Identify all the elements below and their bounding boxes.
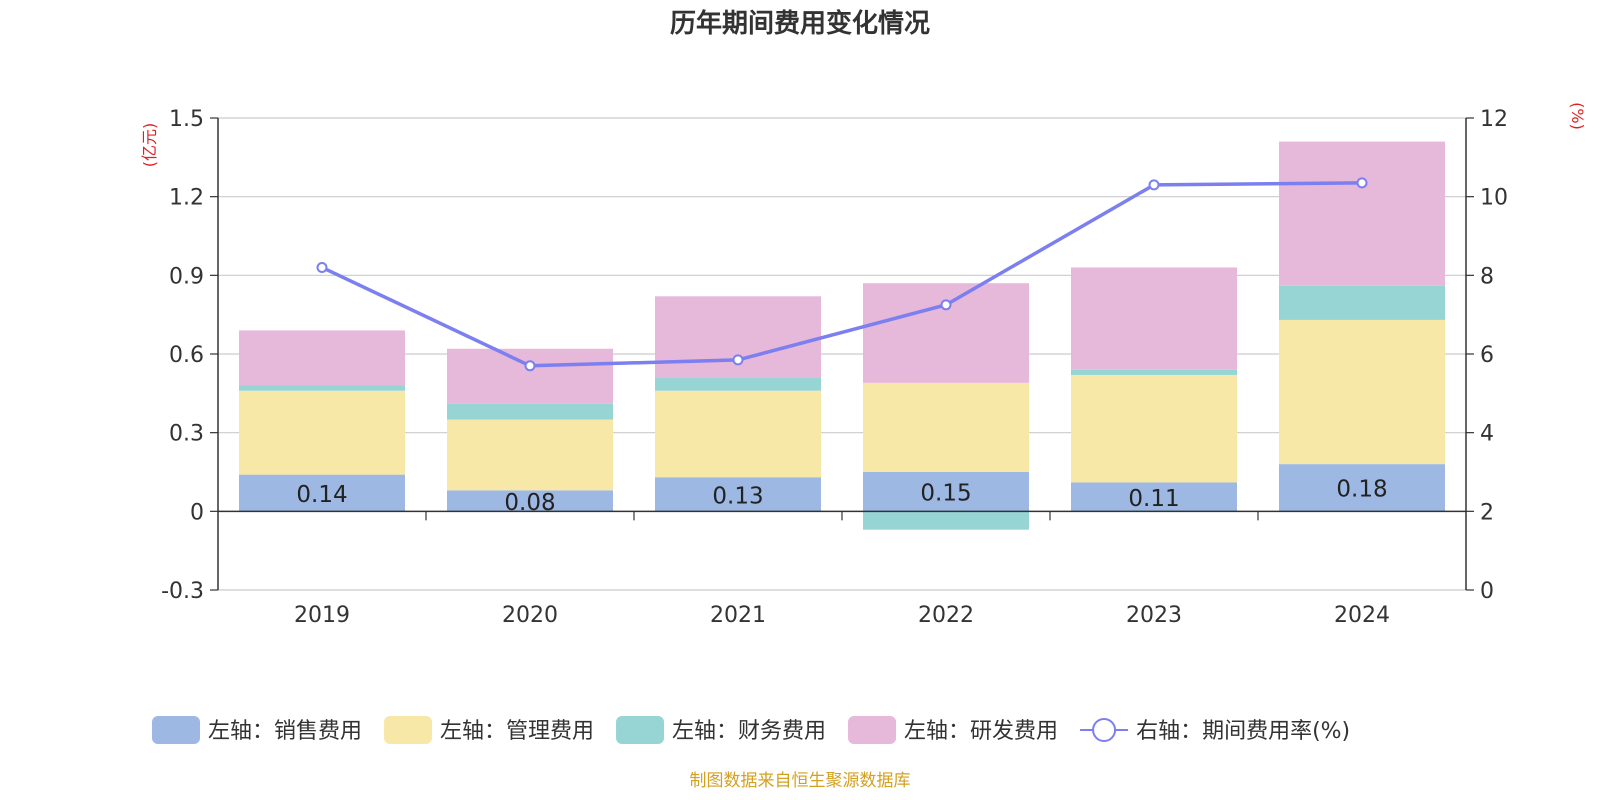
legend-swatch	[384, 716, 433, 744]
left-axis-tick-label: 0.6	[169, 343, 204, 368]
bar-segment	[655, 296, 821, 378]
line-point	[1148, 179, 1160, 191]
bar-segment	[447, 348, 613, 404]
right-axis-tick-label: 2	[1480, 500, 1494, 525]
legend-label: 左轴：研发费用	[904, 719, 1058, 744]
line-point	[1356, 177, 1368, 189]
bar-segment	[655, 390, 821, 478]
bar-segment	[655, 477, 821, 512]
bar-segment	[863, 283, 1029, 383]
legend-label: 左轴：财务费用	[672, 719, 826, 744]
line-point	[524, 360, 536, 372]
axes-group: -0.3 0 0.3 0.6 0.9 1.2 1.5 0 2 4 6 8 10 12 2019 2020 202…	[161, 107, 1508, 628]
bar-segment	[239, 330, 405, 386]
legend-label: 左轴：管理费用	[440, 719, 594, 744]
bar-segment	[1071, 482, 1237, 512]
bar-segment	[239, 385, 405, 391]
bar-segment	[1279, 319, 1445, 465]
legend: 左轴：销售费用 左轴：管理费用 左轴：财务费用 左轴：研发费用 右轴：期间费用率(%)	[152, 716, 1350, 744]
x-axis-category-label: 2022	[918, 603, 974, 628]
line-point	[316, 261, 328, 273]
source-footnote: 制图数据来自恒生聚源数据库	[690, 771, 911, 791]
legend-label: 左轴：销售费用	[208, 719, 362, 744]
bar-value-label: 0.18	[1336, 477, 1387, 503]
right-axis-tick-label: 4	[1480, 422, 1494, 447]
legend-swatch	[848, 716, 897, 744]
grid-lines	[218, 117, 1466, 591]
bar-segment	[1071, 369, 1237, 375]
left-axis-tick-label: 0	[190, 500, 204, 525]
x-axis-category-label: 2023	[1126, 603, 1182, 628]
bar-value-label: 0.15	[920, 481, 971, 507]
right-axis-tick-label: 0	[1480, 579, 1494, 604]
bar-segment	[1279, 285, 1445, 320]
bar-segment	[447, 403, 613, 420]
bar-value-label: 0.14	[296, 482, 347, 508]
line-series-group	[316, 177, 1368, 372]
bar-segment	[655, 377, 821, 391]
x-axis-category-label: 2019	[294, 603, 350, 628]
line-point	[732, 354, 744, 366]
bar-segment	[447, 490, 613, 512]
left-axis-tick-label: -0.3	[161, 579, 204, 604]
bar-series-group	[239, 141, 1445, 530]
bar-segment	[447, 419, 613, 491]
bar-value-label: 0.13	[712, 483, 763, 509]
bar-segment	[863, 472, 1029, 512]
bar-segment	[863, 511, 1029, 530]
line-point	[940, 299, 952, 311]
bar-segment	[863, 382, 1029, 472]
data-labels-group: 0.14 0.08 0.13 0.15 0.11 0.18	[296, 477, 1387, 516]
right-axis-tick-label: 6	[1480, 343, 1494, 368]
left-axis-tick-label: 0.3	[169, 422, 204, 447]
bar-segment	[1279, 464, 1445, 512]
left-axis-tick-label: 1.2	[169, 186, 204, 211]
bar-segment	[1071, 267, 1237, 370]
x-axis-category-label: 2020	[502, 603, 558, 628]
line-series-path	[321, 181, 1363, 368]
bar-segment	[1279, 141, 1445, 286]
bar-value-label: 0.08	[504, 490, 555, 516]
chart-title: 历年期间费用变化情况	[670, 8, 930, 39]
bar-segment	[239, 390, 405, 475]
legend-marker-symbol	[1092, 718, 1117, 742]
legend-swatch	[152, 716, 200, 744]
bar-segment	[239, 474, 405, 512]
right-axis-tick-label: 12	[1480, 107, 1508, 132]
right-axis-tick-label: 8	[1480, 264, 1494, 289]
left-axis-tick-label: 0.9	[169, 264, 204, 289]
legend-swatch	[616, 716, 665, 744]
x-axis-category-label: 2021	[710, 603, 766, 628]
right-axis-unit-label: (%)	[1568, 102, 1587, 130]
right-axis-tick-label: 10	[1480, 186, 1508, 211]
bar-segment	[1071, 374, 1237, 483]
left-axis-unit-label: (亿元)	[140, 123, 159, 168]
bar-value-label: 0.11	[1128, 486, 1179, 512]
x-axis-category-label: 2024	[1334, 603, 1390, 628]
legend-label: 右轴：期间费用率(%)	[1136, 719, 1350, 744]
left-axis-tick-label: 1.5	[169, 107, 204, 132]
